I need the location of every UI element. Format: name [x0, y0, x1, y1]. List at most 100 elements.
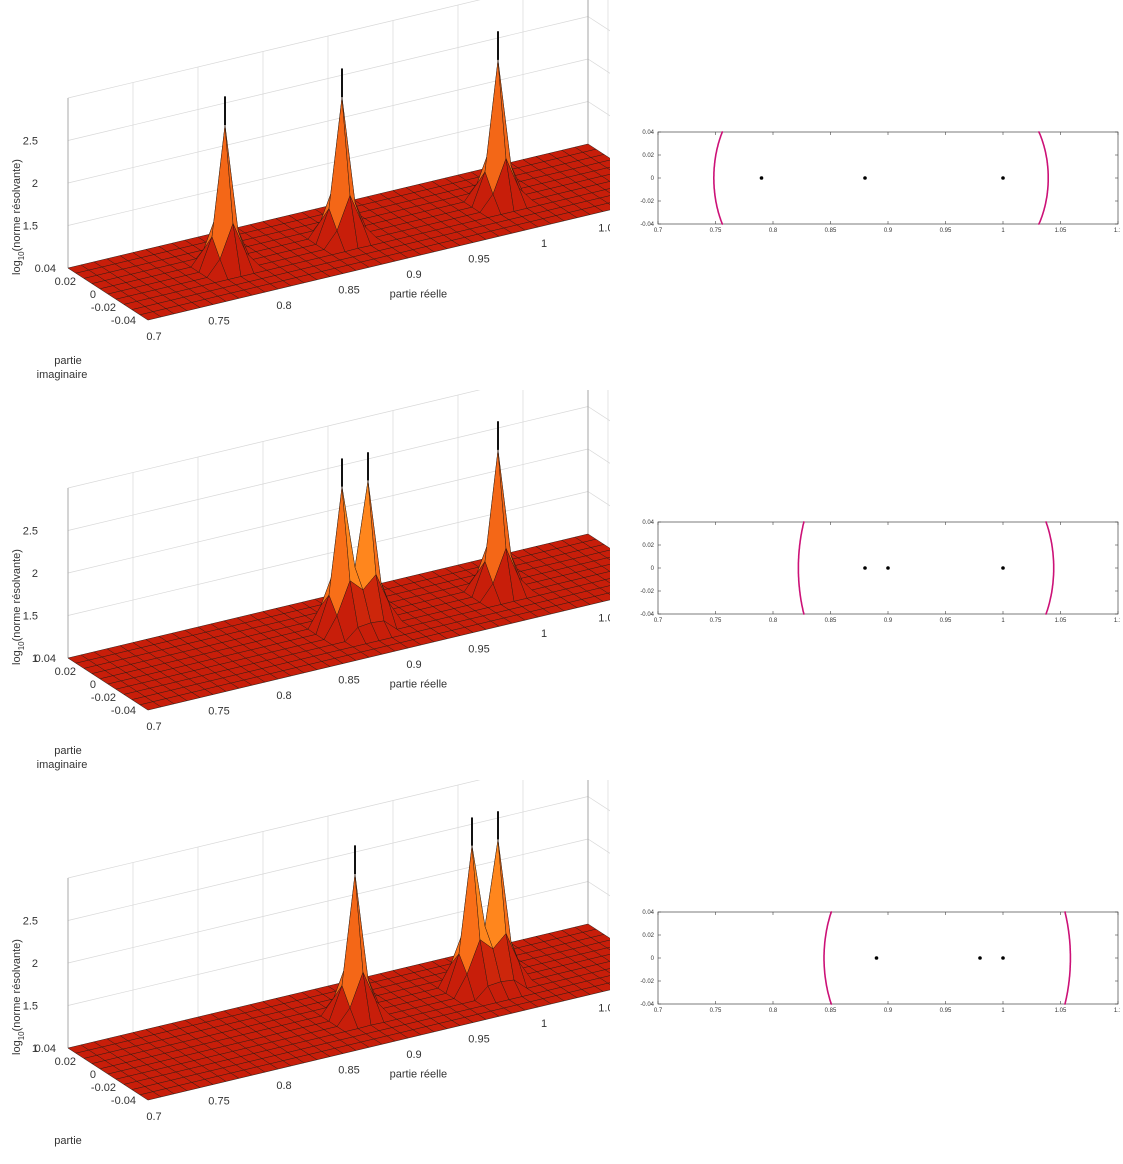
y-tick-label: 0.02 — [642, 933, 654, 939]
x-tick-label: 0.85 — [825, 228, 837, 234]
y-tick-label: -0.02 — [91, 302, 116, 314]
side-wall-gridline — [588, 0, 610, 26]
y-tick-label: -0.02 — [91, 1082, 116, 1094]
eigenvalue-point — [863, 176, 867, 180]
surface-patch — [593, 557, 610, 567]
x-tick-label: 1.05 — [1055, 618, 1067, 624]
eigenvalue-point — [863, 566, 867, 570]
surface-patch — [598, 549, 610, 559]
eigenvalue-point — [1001, 566, 1005, 570]
surface-patch — [594, 592, 610, 602]
x-tick-label: 0.8 — [276, 690, 291, 702]
y-tick-label: 0 — [90, 1069, 96, 1081]
back-wall-gridline — [67, 390, 481, 489]
surface-plot-3: 0.7 0.75 0.8 0.85 0.9 0.95 1 1.05 -0.04-0.020 0.0… — [11, 780, 610, 1150]
surface-patch — [604, 188, 610, 194]
back-wall-gridline — [67, 58, 589, 184]
y-axis-label: partie — [54, 355, 82, 367]
surface-patch — [594, 202, 610, 212]
z-tick-label: 2.5 — [23, 916, 38, 928]
back-wall-gridline — [67, 448, 589, 574]
y-tick-label: -0.02 — [640, 199, 654, 205]
surface-patch — [596, 571, 610, 580]
x-axis-label: partie réelle — [390, 679, 447, 691]
x-tick-label: 0.85 — [825, 618, 837, 624]
surface-patch — [606, 946, 610, 951]
eigenvalue-point — [874, 956, 879, 960]
side-wall-gridline — [587, 58, 610, 74]
z-tick-label: 1 — [32, 653, 38, 665]
x-axis-label: partie réelle — [390, 289, 447, 301]
y-tick-label: -0.02 — [91, 692, 116, 704]
contour-plot-2: 0.7 0.75 0.8 0.85 0.9 0.95 1 1.05 1.1 0.04 0.02 0 -0… — [640, 520, 1120, 624]
x-tick-label: 1.1 — [1114, 1008, 1120, 1014]
x-tick-label: 1 — [541, 628, 547, 640]
x-tick-label: 0.7 — [654, 228, 663, 234]
side-wall-gridline — [587, 491, 610, 507]
figure-row-2: 0.70.750.80.850.90.9511.05-0.04-0.0200.0… — [0, 390, 1123, 774]
x-tick-label: 0.7 — [146, 1111, 161, 1123]
y-tick-label: -0.02 — [640, 589, 654, 595]
eigenvalue-point — [1001, 176, 1005, 180]
x-tick-label: 1.05 — [598, 223, 610, 235]
x-tick-label: 0.7 — [146, 331, 161, 343]
side-wall-gridline — [587, 838, 610, 854]
back-wall-gridline — [67, 406, 589, 531]
pseudospectrum-contour — [797, 521, 1055, 615]
plot-frame — [657, 911, 1119, 1005]
surface-mesh — [67, 449, 610, 711]
surface-patch — [599, 585, 610, 594]
surface-patch — [594, 982, 610, 992]
surface-patch — [590, 154, 610, 163]
y-tick-label: -0.04 — [640, 612, 654, 618]
eigenvalue-point — [886, 566, 890, 570]
x-tick-label: 1.05 — [1055, 228, 1067, 234]
y-tick-label: 0.02 — [55, 666, 76, 678]
back-wall-gridline — [67, 780, 481, 879]
x-tick-label: 0.75 — [710, 618, 722, 624]
x-tick-label: 0.85 — [338, 675, 359, 687]
x-tick-label: 0.9 — [884, 1008, 893, 1014]
y-tick-label: 0.02 — [55, 1056, 76, 1068]
figure-row-3: 0.70.750.80.850.90.9511.05-0.04-0.0200.0… — [0, 780, 1123, 1164]
surface-patch — [591, 969, 610, 979]
x-tick-label: 1 — [541, 1018, 547, 1030]
x-tick-label: 1.05 — [598, 1003, 610, 1015]
x-tick-label: 0.8 — [276, 300, 291, 312]
surface-patch — [599, 195, 610, 204]
x-tick-label: 0.75 — [208, 316, 229, 328]
y-axis-label: imaginaire — [37, 759, 88, 771]
back-wall-gridline — [67, 796, 589, 921]
surface-patch — [598, 159, 610, 169]
z-tick-label: 2 — [32, 178, 38, 190]
y-tick-label: 0.04 — [642, 910, 654, 916]
side-wall-gridline — [587, 796, 610, 812]
y-tick-label: 0 — [651, 956, 655, 962]
y-tick-label: 0.04 — [35, 1043, 56, 1055]
y-tick-label: 0 — [651, 566, 655, 572]
eigenvalue-point — [1001, 956, 1005, 960]
y-axis-label: partie — [54, 1135, 82, 1147]
z-tick-label: 1.5 — [23, 1001, 38, 1013]
x-tick-label: 1.1 — [1114, 618, 1120, 624]
x-tick-label: 1.05 — [598, 613, 610, 625]
surface-patch — [604, 968, 610, 974]
y-tick-label: 0 — [90, 289, 96, 301]
surface-patch — [590, 934, 610, 943]
x-tick-label: 0.95 — [468, 644, 489, 656]
x-tick-label: 0.75 — [208, 1096, 229, 1108]
y-tick-label: 0.02 — [55, 276, 76, 288]
x-tick-label: 0.75 — [710, 228, 722, 234]
back-wall-gridline — [67, 838, 589, 964]
x-tick-label: 0.9 — [406, 269, 421, 281]
surface-patch — [590, 544, 610, 553]
x-tick-label: 1 — [1001, 618, 1005, 624]
y-tick-label: 0.04 — [35, 653, 56, 665]
x-tick-label: 1.05 — [1055, 1008, 1067, 1014]
y-axis-label: imaginaire — [37, 369, 88, 381]
x-tick-label: 0.9 — [884, 618, 893, 624]
x-tick-label: 0.95 — [940, 618, 952, 624]
x-tick-label: 1 — [541, 238, 547, 250]
surface-patch — [601, 564, 610, 572]
pseudospectrum-contour — [823, 911, 1072, 1005]
